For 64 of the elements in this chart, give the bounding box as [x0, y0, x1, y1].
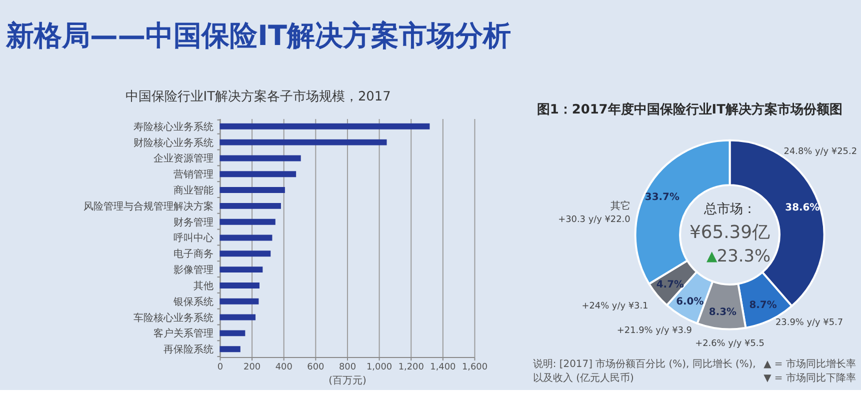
- y-tick-label: 营销管理: [173, 168, 214, 181]
- y-tick-label: 呼叫中心: [173, 232, 214, 244]
- bar: [220, 155, 301, 162]
- y-tick-label: 电子商务: [173, 248, 214, 260]
- bar: [220, 346, 240, 352]
- data-label: 33.7%: [644, 192, 680, 203]
- y-tick-label: 车险核心业务系统: [133, 312, 214, 324]
- x-axis-title: (百万元): [328, 375, 366, 386]
- x-tick-label: 1,600: [462, 362, 488, 372]
- data-label: 6.0%: [676, 296, 704, 308]
- bar: [220, 171, 296, 178]
- x-tick-label: 600: [307, 362, 325, 372]
- bar: [220, 266, 263, 273]
- data-label: 8.7%: [749, 300, 777, 311]
- data-label: 8.3%: [708, 306, 737, 318]
- text: 23.3%: [716, 246, 771, 266]
- text: 以及收入 (亿元人民币): [532, 372, 634, 384]
- text: 23.9% y/y ¥5.7: [775, 318, 844, 328]
- text: 24.8% y/y ¥25.2: [784, 147, 858, 158]
- y-tick-label: 客户关系管理: [153, 328, 214, 340]
- x-tick-label: 800: [338, 362, 356, 372]
- text: ¥65.39亿: [689, 222, 770, 243]
- bar: [220, 250, 271, 257]
- x-tick-label: 1,000: [366, 362, 392, 372]
- text: 说明: [2017] 市场份额百分比 (%), 同比增长 (%),: [532, 358, 756, 370]
- text: +2.6% y/y ¥5.5: [695, 339, 764, 350]
- y-tick-label: 财务管理: [173, 216, 214, 228]
- y-tick-label: 再保险系统: [163, 344, 214, 356]
- y-tick-label: 影像管理: [173, 264, 214, 276]
- bar: [220, 123, 430, 130]
- text: +30.3 y/y ¥22.0: [558, 214, 631, 225]
- y-tick-label: 财险核心业务系统: [133, 136, 214, 149]
- text: ▼ = 市场同比下降率: [764, 372, 856, 384]
- text: +21.9% y/y ¥3.9: [616, 326, 692, 336]
- text: ▲ = 市场同比增长率: [764, 358, 856, 370]
- bar: [220, 330, 246, 336]
- bar: [220, 202, 281, 209]
- bar: [220, 234, 272, 241]
- x-tick-label: 1,200: [398, 362, 424, 372]
- y-tick-label: 商业智能: [173, 184, 214, 197]
- data-label: 38.6%: [785, 202, 820, 214]
- y-tick-label: 银保系统: [172, 296, 214, 308]
- x-tick-label: 1,400: [430, 362, 456, 372]
- text: 总市场：: [702, 202, 756, 217]
- slice-label: 其它: [610, 200, 630, 212]
- data-label: 4.7%: [656, 279, 684, 290]
- y-tick-label: 其他: [193, 280, 214, 292]
- chart-title: 新格局——中国保险IT解决方案市场分析: [4, 18, 511, 52]
- bar: [220, 314, 256, 320]
- y-tick-label: 寿险核心业务系统: [133, 120, 214, 133]
- y-tick-label: 企业资源管理: [153, 152, 214, 165]
- bar: [220, 218, 276, 225]
- x-tick-label: 200: [244, 362, 261, 372]
- bar: [220, 187, 285, 194]
- bar: [220, 298, 259, 304]
- x-tick-label: 400: [275, 362, 293, 372]
- text: ▲: [706, 248, 718, 265]
- bar: [220, 139, 387, 146]
- x-tick-label: 0: [217, 362, 224, 372]
- y-tick-label: 风险管理与合规管理解决方案: [83, 200, 214, 212]
- chart-title: 图1：2017年度中国保险行业IT解决方案市场份额图: [536, 101, 842, 118]
- text: +24% y/y ¥3.1: [582, 301, 648, 312]
- bar: [220, 282, 260, 288]
- chart-subtitle: 中国保险行业IT解决方案各子市场规模，2017: [125, 88, 391, 105]
